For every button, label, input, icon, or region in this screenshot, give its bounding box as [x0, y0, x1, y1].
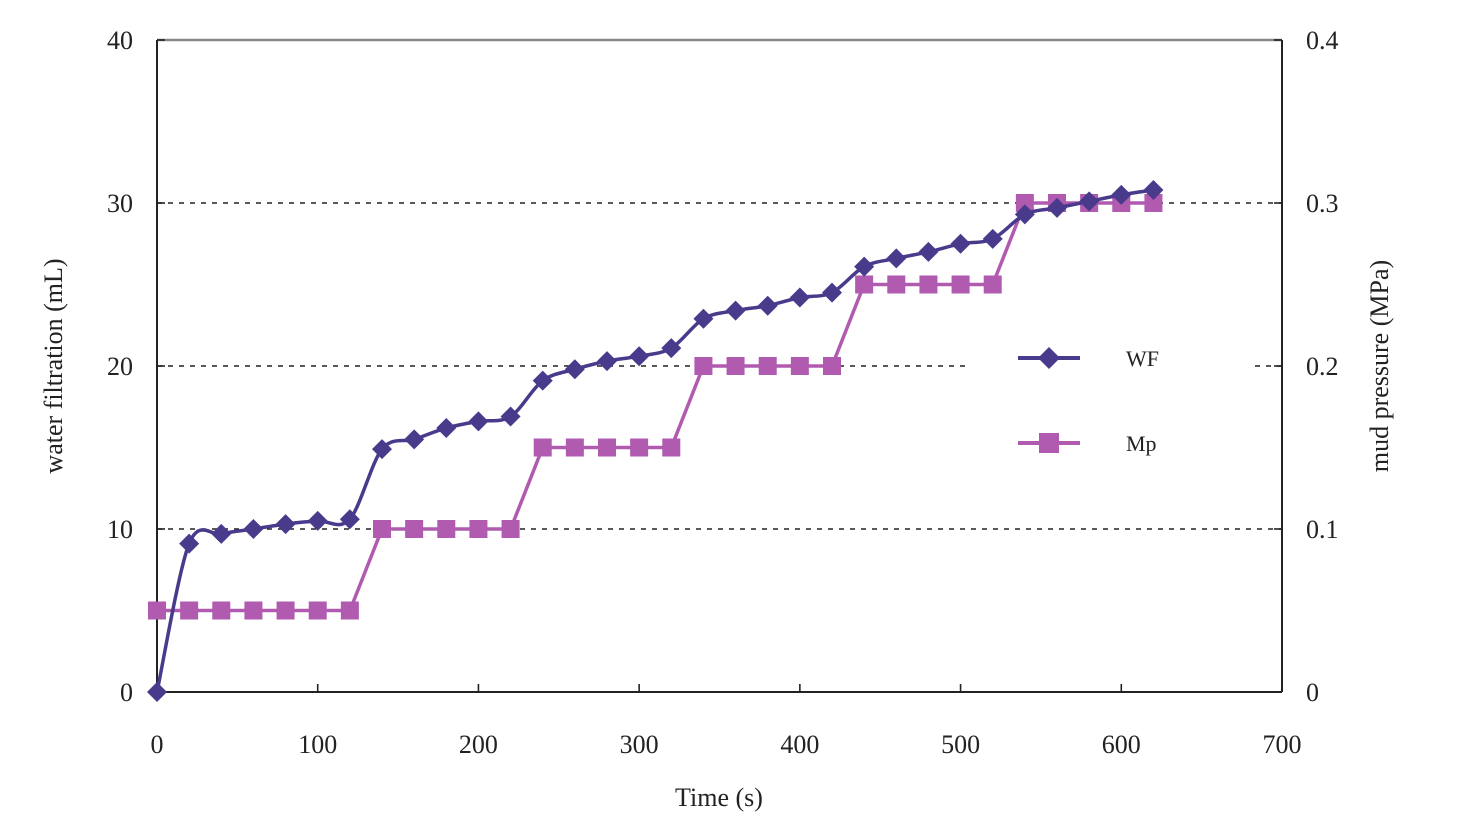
data-point-wf: [950, 233, 971, 254]
data-point-mp: [469, 520, 488, 538]
data-point-mp: [919, 275, 938, 294]
x-tick-label: 600: [1102, 730, 1141, 759]
x-tick-label: 300: [620, 730, 659, 759]
data-point-mp: [565, 438, 584, 457]
data-point-wf: [500, 406, 521, 427]
y-left-tick-label: 40: [107, 26, 133, 55]
y-right-tick-label: 0.1: [1306, 515, 1339, 544]
legend-marker-wf: [1038, 347, 1060, 369]
series-line-wf: [155, 188, 1154, 693]
x-axis-title: Time (s): [675, 783, 763, 812]
data-point-wf: [854, 256, 875, 277]
data-point-wf: [725, 300, 746, 321]
y-right-tick-label: 0.4: [1306, 26, 1339, 55]
data-point-wf: [532, 370, 553, 391]
data-point-wf: [789, 287, 810, 308]
data-point-wf: [404, 429, 425, 450]
data-point-mp: [951, 275, 970, 294]
data-point-mp: [855, 275, 874, 294]
data-point-mp: [148, 601, 166, 620]
legend-item-mp: Mp: [1018, 431, 1157, 456]
data-point-mp: [340, 601, 359, 620]
data-point-wf: [147, 682, 167, 702]
data-point-mp: [726, 357, 745, 375]
data-point-wf: [757, 295, 778, 316]
data-point-mp: [437, 520, 456, 538]
data-point-mp: [533, 438, 552, 457]
axes: [156, 38, 1283, 693]
series-line-mp: [157, 201, 1154, 613]
tick-labels: 0 100 200 300 400 500 600 70001020304000.10.20.…: [107, 26, 1339, 759]
data-point-mp: [630, 438, 649, 457]
data-point-mp: [244, 601, 263, 620]
legend-label-wf: WF: [1126, 346, 1159, 371]
data-point-mp: [983, 275, 1002, 294]
data-point-wf: [1143, 179, 1164, 200]
data-point-mp: [790, 357, 809, 375]
data-point-wf: [243, 519, 264, 539]
data-point-wf: [822, 282, 842, 303]
x-tick-label: 400: [780, 730, 819, 759]
data-point-mp: [758, 357, 777, 375]
data-point-mp: [887, 275, 906, 294]
data-point-wf: [597, 351, 617, 372]
x-tick-label: 100: [298, 730, 337, 759]
data-point-wf: [372, 439, 392, 460]
data-point-mp: [373, 520, 391, 538]
y-right-tick-label: 0: [1306, 678, 1319, 707]
data-point-wf: [436, 417, 457, 438]
y-left-tick-label: 20: [107, 352, 133, 381]
data-point-wf: [468, 411, 489, 432]
series: [147, 179, 1164, 702]
data-point-mp: [694, 357, 713, 375]
data-point-mp: [212, 601, 231, 620]
data-point-mp: [662, 438, 681, 457]
data-point-wf: [211, 523, 232, 544]
data-point-wf: [1047, 197, 1067, 218]
data-point-mp: [405, 520, 424, 538]
data-point-wf: [918, 241, 939, 262]
y-right-tick-label: 0.2: [1306, 352, 1339, 381]
data-point-wf: [661, 338, 682, 359]
data-point-wf: [1014, 204, 1035, 225]
y-right-tick-label: 0.3: [1306, 189, 1339, 218]
data-point-mp: [308, 601, 327, 620]
data-point-wf: [1111, 184, 1132, 205]
data-point-mp: [823, 357, 841, 375]
data-point-wf: [275, 514, 296, 535]
legend-item-wf: WF: [1018, 346, 1159, 371]
data-point-wf: [982, 228, 1003, 249]
y-axis-left-title: water filtration (mL): [39, 258, 68, 473]
y-axis-right-title: mud pressure (MPa): [1365, 260, 1394, 472]
data-point-wf: [886, 248, 907, 269]
data-point-wf: [339, 509, 360, 530]
data-point-wf: [564, 359, 585, 380]
data-point-mp: [276, 601, 295, 620]
legend-label-mp: Mp: [1126, 431, 1157, 456]
data-point-mp: [180, 601, 199, 620]
legend-marker-mp: [1039, 433, 1059, 453]
y-left-tick-label: 30: [107, 189, 133, 218]
data-point-mp: [1144, 194, 1163, 212]
data-point-wf: [179, 533, 200, 554]
legend: WF Mp: [1018, 346, 1159, 456]
data-point-wf: [629, 346, 650, 367]
data-point-wf: [1079, 191, 1100, 212]
data-point-wf: [693, 308, 714, 329]
data-point-wf: [307, 510, 328, 531]
x-tick-label: 700: [1263, 730, 1302, 759]
x-tick-label: 200: [459, 730, 498, 759]
x-tick-label: 0: [151, 730, 164, 759]
data-point-mp: [1015, 194, 1034, 212]
series-mp: [148, 194, 1163, 620]
data-point-mp: [501, 520, 520, 538]
y-left-tick-label: 10: [107, 515, 133, 544]
x-tick-label: 500: [941, 730, 980, 759]
y-left-tick-label: 0: [120, 678, 133, 707]
data-point-mp: [598, 438, 616, 457]
series-wf: [147, 179, 1164, 702]
